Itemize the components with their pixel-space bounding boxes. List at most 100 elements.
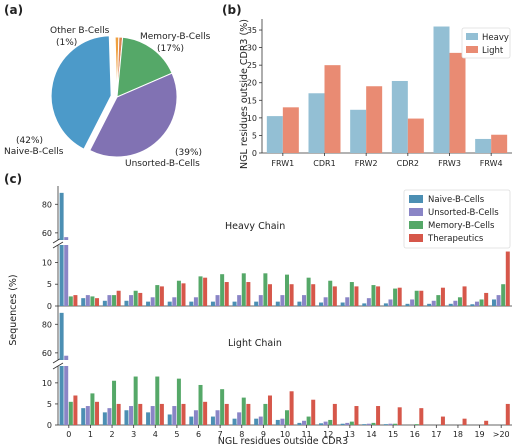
c-bar-heavy-chain-naive-b-cells-13 xyxy=(340,302,345,306)
c-bar-heavy-chain-naive-b-cells-15 xyxy=(383,303,388,306)
c-bar-heavy-chain-therapeutics-12 xyxy=(332,286,337,306)
c-bar-light-chain-therapeutics-3 xyxy=(138,403,143,425)
c-bar-heavy-chain-naive-b-cells-18 xyxy=(448,303,453,306)
c-bar-heavy-chain-naive-b-cells-7 xyxy=(210,301,215,306)
c-bar-heavy-chain-therapeutics-18 xyxy=(462,286,467,306)
c-legend-swatch-therapeutics xyxy=(409,234,423,242)
c-bar-heavy-chain-therapeutics-7 xyxy=(224,282,229,306)
panel-label-b: (b) xyxy=(222,3,242,17)
c-bar-light-chain-therapeutics-7 xyxy=(224,403,229,425)
c-bar-light-chain-naive-b-cells-14 xyxy=(362,424,367,425)
c-bar-heavy-chain-memory-b-cells-3 xyxy=(133,290,138,306)
c-bar-heavy-chain-unsorted-b-cells-11 xyxy=(302,295,307,306)
b-x-tick-label: FRW4 xyxy=(480,159,503,168)
b-bar-light-frw2 xyxy=(366,86,383,153)
c-bar-light-chain-memory-b-cells-1 xyxy=(90,393,95,425)
c-bar-light-chain-naive-b-cells-0-upper xyxy=(59,312,64,360)
c-bar-light-chain-naive-b-cells-15 xyxy=(383,424,388,425)
b-y-tick-label: 25 xyxy=(247,61,257,70)
c-x-tick-label: 8 xyxy=(239,430,244,439)
c-bar-light-chain-therapeutics-13 xyxy=(354,406,359,425)
b-y-tick-label: 15 xyxy=(247,96,257,105)
c-bar-light-chain-memory-b-cells-6 xyxy=(198,384,203,425)
c-bar-light-chain-memory-b-cells-3 xyxy=(133,376,138,425)
c-bar-heavy-chain-memory-b-cells-12 xyxy=(328,280,333,306)
c-bar-heavy-chain-therapeutics-3 xyxy=(138,292,143,306)
c-y-tick-label: 5 xyxy=(47,280,52,289)
c-x-tick-label: 14 xyxy=(366,430,376,439)
c-bar-light-chain-therapeutics-18 xyxy=(462,418,467,425)
c-bar-light-chain-therapeutics-5 xyxy=(181,403,186,425)
c-x-tick-label: 10 xyxy=(280,430,290,439)
c-bar-heavy-chain-memory-b-cells-14 xyxy=(371,285,376,306)
pie-label-memory-pct: (17%) xyxy=(157,44,184,54)
c-bar-heavy-chain-memory-b-cells-4 xyxy=(155,285,160,306)
c-bar-light-chain-therapeutics-6 xyxy=(203,401,208,425)
c-x-tick-label: 16 xyxy=(410,430,420,439)
pie-slice-naive-b-cells xyxy=(50,35,112,150)
c-bar-light-chain-naive-b-cells-9 xyxy=(254,418,259,425)
c-bar-light-chain-therapeutics-15 xyxy=(397,407,402,425)
c-bar-heavy-chain-unsorted-b-cells-13 xyxy=(345,297,350,306)
c-bar-light-chain-memory-b-cells-9 xyxy=(263,403,268,425)
c-bar-heavy-chain-unsorted-b-cells-1 xyxy=(85,295,90,306)
c-x-axis-title: NGL residues outside CDR3 xyxy=(218,436,348,447)
c-bar-heavy-chain-naive-b-cells-16 xyxy=(405,303,410,306)
c-bar-light-chain-unsorted-b-cells-12 xyxy=(323,421,328,425)
b-bar-heavy-cdr1 xyxy=(308,93,325,153)
b-legend-label-heavy: Heavy xyxy=(482,33,509,43)
c-legend-label-naive-b-cells: Naive-B-Cells xyxy=(428,195,485,205)
c-bar-heavy-chain-unsorted-b-cells-18 xyxy=(453,300,458,306)
c-bar-light-chain-therapeutics-4 xyxy=(159,403,164,425)
c-bar-light-chain-memory-b-cells-16 xyxy=(414,424,419,425)
c-bar-light-chain-naive-b-cells-4 xyxy=(146,412,151,425)
c-bar-light-chain-memory-b-cells-0 xyxy=(68,401,73,425)
c-bar-heavy-chain-memory-b-cells-16 xyxy=(414,290,419,306)
pie-label-naive-name: Naive-B-Cells xyxy=(4,147,64,157)
c-bar-heavy-chain-naive-b-cells-9 xyxy=(254,301,259,306)
c-bar-light-chain-unsorted-b-cells-15 xyxy=(388,423,393,425)
c-legend-swatch-naive-b-cells xyxy=(409,195,423,203)
c-bar-heavy-chain-therapeutics-2 xyxy=(116,290,121,306)
b-y-tick-label: 35 xyxy=(247,26,257,35)
c-bar-heavy-chain-unsorted-b-cells-20 xyxy=(496,295,501,306)
c-bar-heavy-chain-therapeutics-9 xyxy=(267,284,272,306)
c-legend-label-unsorted-b-cells: Unsorted-B-Cells xyxy=(428,208,499,218)
c-bar-heavy-chain-therapeutics-6 xyxy=(203,277,208,306)
c-bar-light-chain-unsorted-b-cells-8 xyxy=(237,412,242,425)
c-y-tick-label: 60 xyxy=(42,229,52,238)
c-bar-light-chain-therapeutics-17 xyxy=(440,416,445,425)
c-bar-light-chain-unsorted-b-cells-5 xyxy=(172,406,177,425)
c-bar-heavy-chain-naive-b-cells-10 xyxy=(275,301,280,306)
c-bar-light-chain-unsorted-b-cells-13 xyxy=(345,422,350,425)
c-axis-break-mark xyxy=(52,362,64,370)
c-bar-heavy-chain-unsorted-b-cells-17 xyxy=(431,300,436,306)
pie-label-other-pct: (1%) xyxy=(56,38,77,48)
c-bar-heavy-chain-therapeutics-4 xyxy=(159,286,164,306)
c-bar-light-chain-unsorted-b-cells-10 xyxy=(280,418,285,425)
c-bar-light-chain-unsorted-b-cells-2 xyxy=(107,408,112,425)
c-bar-heavy-chain-naive-b-cells-1 xyxy=(81,298,86,306)
c-bar-light-chain-naive-b-cells-6 xyxy=(189,416,194,425)
c-bar-heavy-chain-unsorted-b-cells-5 xyxy=(172,297,177,306)
c-bar-heavy-chain-memory-b-cells-1 xyxy=(90,296,95,306)
c-bar-heavy-chain-naive-b-cells-2 xyxy=(102,300,107,306)
c-x-tick-label: 2 xyxy=(110,430,115,439)
c-bar-heavy-chain-unsorted-b-cells-0-upper xyxy=(64,237,69,240)
c-y-tick-label: 80 xyxy=(42,200,52,209)
c-bar-heavy-chain-therapeutics-8 xyxy=(246,282,251,306)
c-y-tick-label: 60 xyxy=(42,349,52,358)
b-y-tick-label: 20 xyxy=(247,79,257,88)
c-y-tick-label: 0 xyxy=(47,302,52,311)
c-bar-light-chain-unsorted-b-cells-11 xyxy=(302,420,307,425)
c-legend xyxy=(403,189,511,249)
c-y-tick-label: 80 xyxy=(42,320,52,329)
c-bar-light-chain-therapeutics-12 xyxy=(332,403,337,425)
c-bar-heavy-chain-unsorted-b-cells-2 xyxy=(107,295,112,306)
b-y-tick-label: 5 xyxy=(252,131,257,140)
c-bar-heavy-chain-therapeutics-16 xyxy=(419,290,424,306)
c-bar-heavy-chain-therapeutics-0 xyxy=(73,295,78,306)
c-bar-light-chain-unsorted-b-cells-7 xyxy=(215,410,220,425)
